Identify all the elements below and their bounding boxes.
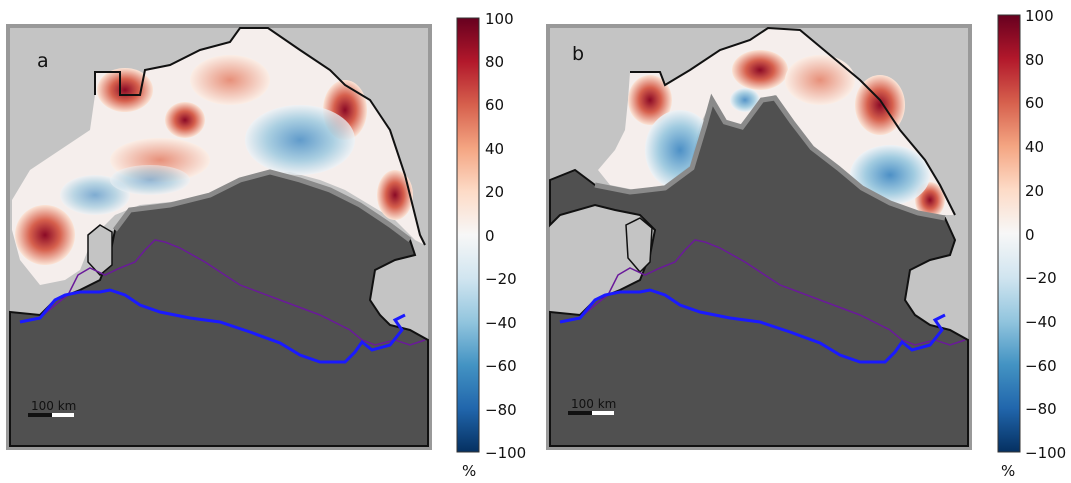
panel-b-island	[625, 217, 653, 274]
panel-a-scale-black	[28, 413, 52, 417]
panel-a-red-sw	[15, 205, 75, 265]
panel-b-scale-label: 100 km	[571, 397, 616, 411]
panel-a-coast	[94, 27, 426, 246]
panel-a-red-e	[377, 170, 413, 220]
colorbar-a: 100 80 60 40 20 0 −20 −40 −60 −80 −100 %	[456, 10, 526, 480]
panel-a-ice-front	[113, 169, 412, 242]
panel-a-blue-line	[19, 288, 406, 364]
colorbar-a-unit: %	[462, 462, 476, 479]
panel-a-purple-line	[19, 239, 426, 346]
colorbar-b-tick-m80: −80	[1025, 400, 1057, 418]
colorbar-a-tick-60: 60	[485, 96, 504, 114]
panel-b-ice-front	[594, 93, 946, 221]
colorbar-b-tick-m60: −60	[1025, 357, 1057, 375]
colorbar-b-tick-80: 80	[1025, 51, 1044, 69]
panel-a-pink-1	[190, 55, 270, 105]
colorbar-b-tick-m20: −20	[1025, 269, 1057, 287]
colorbar-b-unit: %	[1001, 462, 1015, 479]
panel-a-red-center	[165, 102, 205, 138]
colorbar-a-tick-20: 20	[485, 183, 504, 201]
panel-b-blue-3	[730, 88, 760, 112]
panel-b-scale-black	[568, 411, 592, 415]
panel-a-blue-3	[110, 165, 190, 195]
colorbar-b-tick-m40: −40	[1025, 313, 1057, 331]
colorbar-b-bar	[997, 14, 1021, 453]
colorbar-b-tick-60: 60	[1025, 94, 1044, 112]
panel-b-coast	[630, 26, 956, 216]
panel-a-island	[87, 224, 113, 277]
colorbar-a-tick-m20: −20	[485, 270, 517, 288]
colorbar-a-tick-40: 40	[485, 140, 504, 158]
panel-b-red-center	[732, 50, 788, 90]
colorbar-b: 100 80 60 40 20 0 −20 −40 −60 −80 −100 %	[997, 7, 1066, 480]
panel-b-letter: b	[572, 43, 584, 65]
colorbar-a-tick-0: 0	[485, 227, 495, 245]
colorbar-a-tick-m40: −40	[485, 314, 517, 332]
panel-b-red-north	[628, 75, 672, 125]
colorbar-a-tick-80: 80	[485, 53, 504, 71]
panel-a-blue-1	[245, 105, 355, 175]
panel-b: b 100 km	[546, 24, 972, 450]
panel-a-letter: a	[37, 50, 49, 72]
colorbar-b-tick-m100: −100	[1025, 444, 1066, 462]
panel-b-scale-white	[592, 411, 614, 415]
colorbar-b-ticks: 100 80 60 40 20 0 −20 −40 −60 −80 −100	[1025, 7, 1066, 462]
colorbar-a-tick-m60: −60	[485, 357, 517, 375]
panel-b-blue-line	[559, 288, 946, 364]
colorbar-b-tick-0: 0	[1025, 226, 1035, 244]
colorbar-b-tick-100: 100	[1025, 7, 1054, 25]
panel-a: a 100 km	[6, 24, 432, 450]
colorbar-a-tick-m100: −100	[485, 444, 526, 462]
colorbar-b-tick-40: 40	[1025, 138, 1044, 156]
panel-a-red-north	[97, 68, 153, 112]
colorbar-b-tick-20: 20	[1025, 182, 1044, 200]
colorbar-a-tick-m80: −80	[485, 401, 517, 419]
panel-b-pink-1	[785, 55, 855, 105]
panel-a-scale-label: 100 km	[31, 399, 76, 413]
colorbar-a-tick-100: 100	[485, 10, 514, 28]
colorbar-a-ticks: 100 80 60 40 20 0 −20 −40 −60 −80 −100	[485, 10, 526, 462]
panel-a-scale-white	[52, 413, 74, 417]
panel-b-purple-line	[559, 239, 966, 346]
colorbar-a-bar	[456, 17, 480, 453]
